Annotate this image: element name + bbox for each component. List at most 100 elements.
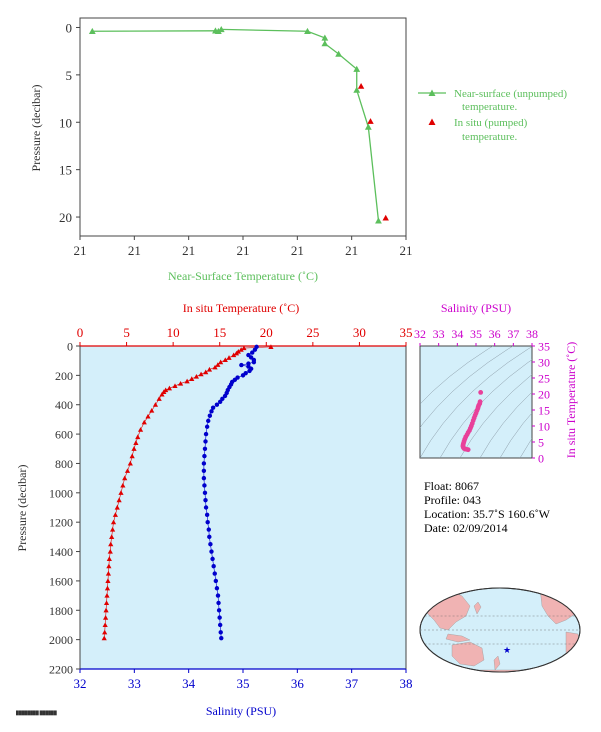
temperature-point	[241, 345, 247, 351]
top-ylabel: Pressure (decibar)	[29, 85, 43, 172]
ts-xtick-label: 38	[526, 327, 538, 341]
top-xtick-label: 21	[128, 243, 141, 258]
main-ytick-label: 1200	[49, 516, 73, 530]
density-contour	[420, 346, 494, 405]
ts-xtick-label: 36	[489, 327, 501, 341]
temperature-point	[152, 402, 159, 407]
temperature-point	[110, 526, 116, 532]
temperature-point	[198, 371, 204, 377]
temperature-point	[108, 541, 114, 547]
top-plot-frame	[79, 17, 407, 237]
salinity-point	[211, 564, 216, 569]
salinity-point	[201, 461, 207, 466]
near-surface-point	[214, 27, 222, 34]
salinity-point	[216, 600, 221, 606]
top-xtick-label: 21	[291, 243, 304, 258]
temperature-point	[238, 347, 244, 352]
main-ytick-label: 1000	[49, 486, 73, 500]
salinity-point	[208, 542, 213, 547]
temperature-point	[222, 357, 228, 363]
near-surface-point	[353, 86, 361, 93]
temp-tick-label: 30	[353, 325, 366, 340]
temperature-point	[112, 512, 118, 517]
salinity-axis-label: Salinity (PSU)	[206, 704, 276, 718]
salinity-point	[214, 586, 220, 591]
temperature-point	[103, 615, 109, 620]
near-surface-point	[375, 217, 382, 224]
salinity-point	[201, 468, 207, 473]
density-contour	[439, 359, 532, 458]
ts-ytick-label: 35	[538, 340, 550, 354]
salinity-point	[222, 393, 228, 399]
in-situ-point	[357, 83, 365, 89]
salinity-point	[205, 519, 210, 525]
temp-tick-label: 5	[123, 325, 130, 340]
top-xtick-label: 21	[345, 243, 358, 258]
salinity-tick-label: 32	[74, 676, 87, 691]
temperature-point	[203, 369, 209, 375]
main-ytick-label: 600	[55, 428, 73, 442]
salinity-point	[202, 453, 207, 459]
salinity-point	[204, 424, 210, 429]
near-surface-point	[321, 34, 329, 41]
salinity-point	[240, 373, 246, 378]
salinity-point	[247, 368, 252, 374]
temperature-point	[105, 570, 112, 576]
salinity-point	[209, 409, 214, 414]
temp-tick-label: 35	[400, 325, 413, 340]
temperature-point	[106, 563, 112, 569]
density-contour	[499, 412, 532, 458]
temperature-point	[122, 475, 128, 481]
temperature-point	[212, 364, 218, 370]
temperature-point	[102, 622, 108, 628]
temperature-point	[102, 629, 108, 635]
temperature-point	[104, 592, 110, 598]
top-ytick-label: 20	[59, 210, 72, 225]
main-ytick-label: 0	[67, 340, 73, 354]
legend-label-1b: temperature.	[462, 101, 518, 113]
temperature-point	[177, 380, 184, 386]
salinity-point	[203, 505, 209, 510]
salinity-point	[202, 446, 208, 451]
legend-triangle-red	[428, 118, 436, 125]
salinity-point	[202, 490, 208, 496]
main-ytick-label: 200	[55, 369, 73, 383]
temp-tick-label: 20	[260, 325, 273, 340]
legend-label-2b: temperature.	[462, 131, 518, 143]
salinity-tick-label: 37	[345, 676, 359, 691]
salinity-point	[210, 405, 216, 410]
ts-xtick-label: 35	[470, 327, 482, 341]
main-ytick-label: 1600	[49, 574, 73, 588]
near-surface-chart: 0 5 10 15 20 21 21 21 21 21 21 21 Near-Surface Tem…	[29, 17, 413, 283]
salinity-point	[213, 578, 219, 584]
ts-xtick-label: 34	[451, 327, 463, 341]
float-location-marker: ★	[503, 645, 511, 655]
salinity-point	[212, 571, 217, 576]
ts-xtick-label: 33	[433, 327, 445, 341]
near-surface-point	[364, 123, 372, 130]
salinity-point	[202, 483, 207, 488]
temperature-point	[145, 413, 151, 419]
ts-diagram: 32 33 34 35 36 37 38 0 5 10 15 20 25 30 35 Salinity (P…	[414, 301, 578, 466]
location-map: ★	[419, 587, 581, 673]
salinity-tick-label: 36	[291, 676, 305, 691]
temperature-point	[103, 600, 110, 606]
ts-xtick-label: 37	[507, 327, 519, 341]
temperature-point	[129, 453, 135, 459]
temperature-point	[226, 355, 232, 360]
near-surface-point	[353, 65, 361, 72]
near-surface-point	[335, 50, 343, 57]
temperature-point	[110, 519, 117, 525]
temperature-point	[233, 350, 240, 356]
salinity-point	[201, 475, 207, 481]
temperature-point	[156, 396, 162, 401]
top-xtick-label: 21	[182, 243, 195, 258]
near-surface-point	[217, 25, 225, 33]
temperature-point	[131, 446, 137, 451]
temperature-point	[166, 385, 173, 391]
in-situ-point	[367, 118, 374, 124]
top-xtick-label: 21	[400, 243, 413, 258]
salinity-point	[203, 497, 208, 503]
ts-ytick-label: 20	[538, 388, 550, 402]
temperature-point	[172, 383, 178, 389]
